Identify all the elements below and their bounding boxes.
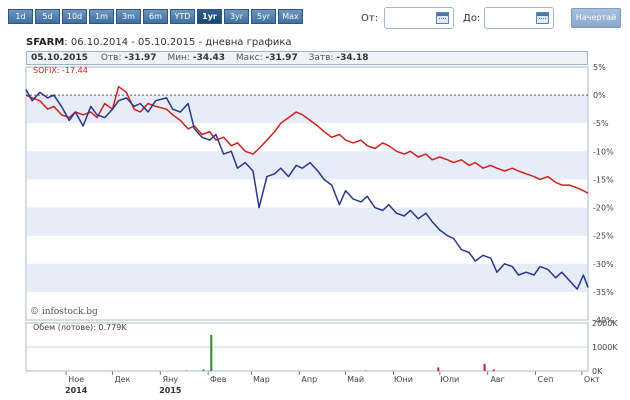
range-buttons: 1d 5d 10d 1m 3m 6m YTD 1yr 3yr 5yr Max [8,9,303,24]
y-tick-label: -15% [593,175,614,184]
chart-header: SFARM: 06.10.2014 - 05.10.2015 - дневна … [26,37,586,48]
range-button-6m[interactable]: 6m [143,9,168,24]
range-button-3m[interactable]: 3m [116,9,141,24]
max-value: -31.97 [265,53,298,63]
max-label: Макс: [235,53,263,63]
volume-bar [437,367,440,371]
x-tick-label: Ное [68,375,84,384]
volume-bar [492,369,495,371]
volume-bar [210,335,213,371]
range-button-max[interactable]: Max [278,9,303,24]
x-tick-label: Сеп [538,375,554,384]
draw-button[interactable]: Начертай [571,8,621,28]
min-value: -34.43 [192,53,226,63]
x-tick-label: Дек [114,375,130,384]
to-label: До: [463,13,481,24]
open-value: -31.97 [124,53,157,63]
volume-bar [202,369,205,371]
y-tick-label: -5% [593,119,609,128]
range-button-ytd[interactable]: YTD [170,9,195,24]
calendar-icon[interactable] [536,12,549,24]
calendar-icon[interactable] [436,12,449,24]
volume-tick-label: 0K [592,367,603,376]
close-value: -34.18 [336,53,369,63]
volume-bar [483,363,486,371]
y-tick-label: -35% [593,288,614,297]
x-tick-label: Юли [440,375,459,384]
y-tick-label: -20% [593,204,614,213]
to-date-field[interactable] [484,7,554,29]
y-tick-label: -25% [593,232,614,241]
x-tick-label: Апр [301,375,317,384]
from-date-field[interactable] [384,7,454,29]
x-tick-label: Май [347,375,364,384]
range-button-10d[interactable]: 10d [62,9,87,24]
volume-tick-label: 2000K [592,319,618,328]
x-tick-label: Фев [210,375,227,384]
x-tick-label: Яну [163,375,179,384]
x-tick-label: Юни [394,375,413,384]
close-label: Затв: [308,53,334,63]
y-tick-label: -10% [593,147,614,156]
y-tick-label: -30% [593,260,614,269]
x-tick-label: Авг [490,375,504,384]
min-label: Мин: [167,53,190,63]
period: : 06.10.2014 - 05.10.2015 - дневна графи… [64,37,292,48]
range-button-1d[interactable]: 1d [8,9,33,24]
grid-band [27,207,587,236]
sofix-legend: SOFIX: -17.44 [33,66,88,75]
series-line-sfarm [25,89,589,290]
volume-tick-label: 1000K [592,343,618,352]
x-tick-label: Мар [253,375,270,384]
stats-bar: 05.10.2015 Отв: -31.97 Мин: -34.43 Макс:… [26,51,588,65]
x-year-label: 2014 [65,386,88,395]
open-label: Отв: [100,53,122,63]
range-button-5yr[interactable]: 5yr [251,9,276,24]
stats-date: 05.10.2015 [31,53,88,63]
range-button-5d[interactable]: 5d [35,9,60,24]
x-year-label: 2015 [159,386,182,395]
range-button-1m[interactable]: 1m [89,9,114,24]
symbol: SFARM [26,37,65,48]
from-label: От: [361,13,379,24]
y-tick-label: 5% [593,63,606,72]
x-tick-label: Окт [584,375,600,384]
y-tick-label: 0% [593,91,606,100]
y-tick-label: -40% [593,316,614,325]
range-button-3yr[interactable]: 3yr [224,9,249,24]
volume-label: Обем (лотове): 0.779K [33,323,127,332]
range-button-1yr[interactable]: 1yr [197,9,222,24]
grid-band [27,263,587,292]
credit-text: © infostock.bg [30,307,98,317]
